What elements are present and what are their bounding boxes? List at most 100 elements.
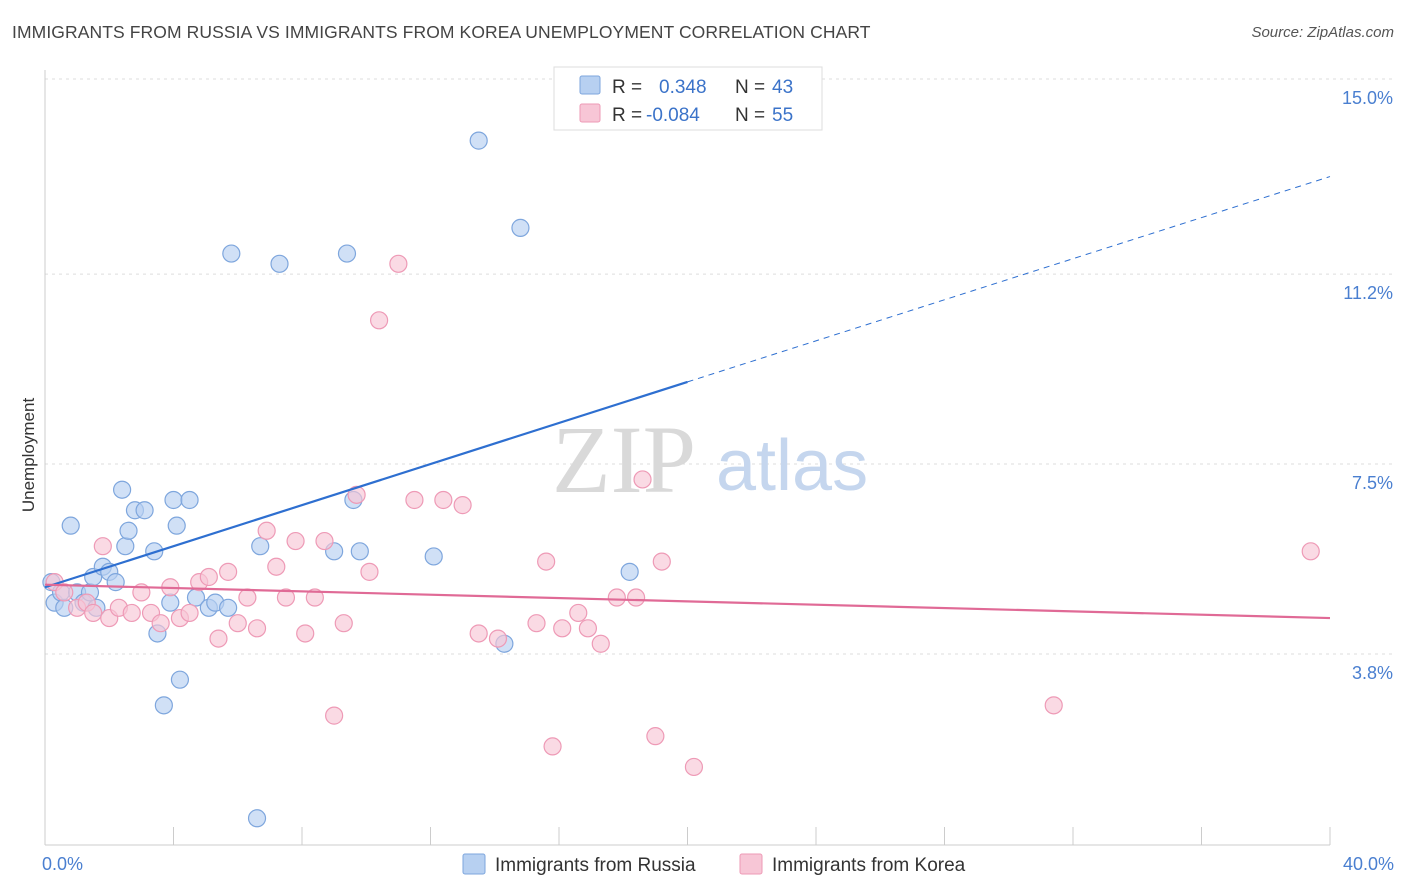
russia-point-20 xyxy=(154,696,173,715)
legend-n-value-russia: 43 xyxy=(772,77,793,98)
korea-point-54 xyxy=(1301,542,1320,561)
legend-r-value-russia: 0.348 xyxy=(659,77,707,98)
russia-point-42 xyxy=(620,562,639,581)
y-tick-label-0: 3.8% xyxy=(1352,663,1393,683)
korea-point-16 xyxy=(199,567,218,587)
stats-legend: R = 0.348 N = 43 R = -0.084 N = 55 xyxy=(553,66,823,131)
korea-point-29 xyxy=(325,706,344,725)
russia-point-15 xyxy=(119,521,138,540)
korea-point-23 xyxy=(267,557,286,576)
russia-point-31 xyxy=(247,809,267,828)
russia-point-12 xyxy=(106,573,125,592)
legend-r-label-korea: R = xyxy=(612,105,642,126)
source-label: Source: ZipAtlas.com xyxy=(1251,24,1394,41)
korea-points xyxy=(45,254,1320,777)
korea-point-48 xyxy=(626,588,646,607)
russia-point-21 xyxy=(161,593,180,612)
korea-point-25 xyxy=(286,531,305,551)
russia-point-29 xyxy=(219,598,238,617)
series-legend: Immigrants from Russia Immigrants from K… xyxy=(462,853,966,876)
tick-labels: 3.8% 7.5% 11.2% 15.0% 0.0% 40.0% xyxy=(42,88,1394,874)
russia-point-37 xyxy=(350,542,369,561)
korea-point-35 xyxy=(405,490,424,510)
series-legend-swatch-russia xyxy=(462,853,486,875)
chart-title: IMMIGRANTS FROM RUSSIA VS IMMIGRANTS FRO… xyxy=(12,22,871,42)
korea-point-17 xyxy=(209,629,228,648)
korea-point-31 xyxy=(347,485,366,504)
russia-point-4 xyxy=(61,516,80,535)
russia-point-32 xyxy=(251,537,270,556)
russia-trend-extension xyxy=(687,176,1331,383)
korea-point-20 xyxy=(238,588,257,607)
legend-swatch-korea xyxy=(579,103,601,123)
y-tick-label-3: 15.0% xyxy=(1342,88,1393,108)
russia-point-35 xyxy=(337,244,357,263)
korea-point-51 xyxy=(652,552,671,571)
korea-point-42 xyxy=(543,737,562,756)
russia-point-24 xyxy=(170,670,190,689)
korea-point-18 xyxy=(219,562,238,581)
russia-point-38 xyxy=(424,547,443,566)
russia-point-25 xyxy=(180,490,199,510)
russia-point-13 xyxy=(112,480,132,499)
korea-point-39 xyxy=(488,629,508,648)
legend-n-label-korea: N = xyxy=(735,105,765,126)
korea-point-28 xyxy=(315,531,334,551)
korea-point-53 xyxy=(1044,696,1063,715)
korea-point-33 xyxy=(370,311,389,330)
korea-point-50 xyxy=(646,727,665,746)
russia-point-40 xyxy=(511,218,530,237)
russia-point-39 xyxy=(469,131,488,150)
legend-n-label-russia: N = xyxy=(735,77,765,98)
russia-point-33 xyxy=(270,254,289,273)
watermark-zip: ZIP xyxy=(552,406,696,513)
korea-point-8 xyxy=(122,603,141,623)
korea-trend-line xyxy=(44,583,1331,620)
korea-point-24 xyxy=(276,588,296,607)
korea-point-34 xyxy=(389,254,408,273)
korea-point-30 xyxy=(334,614,353,633)
russia-trend-line xyxy=(44,380,688,589)
korea-point-14 xyxy=(180,603,199,623)
x-tick-label-0: 0.0% xyxy=(42,854,83,874)
russia-point-30 xyxy=(222,244,241,263)
legend-swatch-russia xyxy=(579,75,601,95)
korea-point-46 xyxy=(591,634,610,653)
watermark: ZIP atlas xyxy=(552,406,868,513)
korea-point-49 xyxy=(633,470,652,489)
korea-point-36 xyxy=(434,490,453,510)
korea-point-44 xyxy=(569,603,588,623)
series-legend-label-russia: Immigrants from Russia xyxy=(495,855,696,876)
russia-point-14 xyxy=(116,537,135,556)
y-tick-label-2: 11.2% xyxy=(1343,283,1393,303)
korea-point-27 xyxy=(305,588,324,607)
korea-point-45 xyxy=(578,619,598,638)
legend-r-label-russia: R = xyxy=(612,77,642,98)
korea-point-21 xyxy=(247,619,267,638)
y-axis-label: Unemployment xyxy=(19,398,38,513)
watermark-atlas: atlas xyxy=(716,426,868,506)
series-legend-swatch-korea xyxy=(739,853,763,875)
korea-point-19 xyxy=(228,614,247,633)
legend-n-value-korea: 55 xyxy=(772,105,793,126)
korea-point-38 xyxy=(469,624,488,643)
korea-point-1 xyxy=(55,583,74,602)
korea-point-5 xyxy=(93,537,112,556)
korea-point-4 xyxy=(84,603,103,623)
axes xyxy=(44,70,1331,846)
russia-points xyxy=(42,131,639,828)
korea-point-47 xyxy=(607,588,626,607)
korea-point-37 xyxy=(453,496,472,515)
russia-point-22 xyxy=(164,490,183,510)
russia-point-17 xyxy=(135,501,154,520)
korea-point-40 xyxy=(527,614,546,633)
korea-point-41 xyxy=(537,552,556,571)
korea-point-11 xyxy=(151,614,170,633)
korea-point-52 xyxy=(684,757,704,777)
russia-point-23 xyxy=(167,516,186,535)
grid-lines xyxy=(45,78,1395,655)
korea-point-26 xyxy=(296,624,315,643)
y-tick-label-1: 7.5% xyxy=(1352,473,1393,493)
x-tick-label-1: 40.0% xyxy=(1343,854,1394,874)
